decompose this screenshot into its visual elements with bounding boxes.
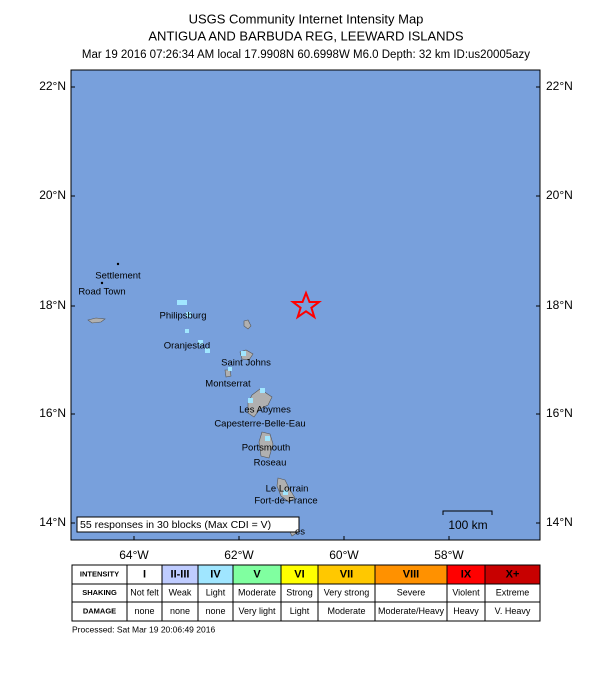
legend-damage: Heavy (453, 606, 479, 616)
scale-bar (442, 510, 493, 515)
legend-row-label: SHAKING (82, 588, 117, 597)
place-label: es (295, 527, 305, 538)
place-label: Oranjestad (164, 341, 210, 352)
lat-label: 22°N (546, 79, 573, 93)
legend-shaking: Extreme (496, 587, 530, 597)
lon-label: 62°W (224, 548, 254, 562)
place-label: Les Abymes (239, 405, 291, 416)
legend-damage: none (170, 606, 190, 616)
legend-damage: none (205, 606, 225, 616)
legend-row-label: DAMAGE (83, 606, 116, 615)
legend-intensity: X+ (506, 568, 520, 580)
legend-intensity: I (143, 568, 146, 580)
map-frame (70, 69, 541, 541)
place-label: Le Lorrain (266, 484, 309, 495)
place-label: Settlement (95, 271, 141, 282)
lat-label: 14°N (546, 515, 573, 529)
place-label: Montserrat (205, 379, 251, 390)
legend-intensity: VIII (403, 568, 420, 580)
legend-intensity: VII (340, 568, 353, 580)
legend-damage: Moderate (327, 606, 365, 616)
lat-label: 18°N (39, 298, 66, 312)
legend-shaking: Weak (169, 587, 192, 597)
place-label: Philipsburg (160, 311, 207, 322)
legend-damage: Very light (238, 606, 276, 616)
legend-shaking: Violent (452, 587, 480, 597)
place-dot (116, 262, 120, 266)
legend-shaking: Strong (286, 587, 313, 597)
title: USGS Community Internet Intensity Map (189, 11, 424, 26)
legend-row-label: INTENSITY (80, 569, 119, 578)
lat-label: 22°N (39, 79, 66, 93)
legend-intensity: VI (294, 568, 304, 580)
legend-damage: Moderate/Heavy (378, 606, 445, 616)
place-label: Roseau (254, 458, 287, 469)
responses-box (76, 516, 300, 533)
legend-shaking: Not felt (130, 587, 159, 597)
lat-label: 20°N (39, 188, 66, 202)
lon-label: 64°W (119, 548, 149, 562)
lon-label: 58°W (434, 548, 464, 562)
lat-label: 14°N (39, 515, 66, 529)
legend-shaking: Moderate (238, 587, 276, 597)
legend-intensity: IV (210, 568, 221, 580)
place-label: Capesterre-Belle-Eau (214, 419, 305, 430)
epicenter (290, 290, 322, 320)
legend-intensity: II-III (171, 568, 190, 580)
legend-damage: Light (290, 606, 310, 616)
responses: 55 responses in 30 blocks (Max CDI = V) (80, 519, 271, 531)
place-label: Portsmouth (242, 443, 291, 454)
legend-cell (484, 601, 541, 622)
legend-shaking: Severe (397, 587, 426, 597)
map-labels: 22°N 22°N 20°N 20°N 18°N 18°N 16°N 16°N 14°N 14°N… (39, 79, 573, 562)
place-label: Road Town (78, 287, 125, 298)
details: Mar 19 2016 07:26:34 AM local 17.9908N 6… (82, 49, 530, 61)
lat-label: 18°N (546, 298, 573, 312)
legend: INTENSITY SHAKING DAMAGE I Not felt none II-II… (71, 564, 541, 622)
legend-damage: none (134, 606, 154, 616)
footer: Processed: Sat Mar 19 20:06:49 2016 (72, 624, 215, 634)
response-blocks (177, 300, 288, 495)
legend-intensity: V (253, 568, 261, 580)
legend-damage: V. Heavy (495, 606, 531, 616)
lon-label: 60°W (329, 548, 359, 562)
place-label: Saint Johns (221, 358, 271, 369)
legend-shaking: Light (206, 587, 226, 597)
lat-label: 16°N (546, 406, 573, 420)
legend-intensity: IX (461, 568, 472, 580)
place-dot (100, 281, 104, 285)
lat-label: 20°N (546, 188, 573, 202)
place-label: Fort-de-France (254, 496, 317, 507)
region: ANTIGUA AND BARBUDA REG, LEEWARD ISLANDS (148, 28, 464, 43)
lat-label: 16°N (39, 406, 66, 420)
legend-shaking: Very strong (324, 587, 370, 597)
scale-label: 100 km (448, 518, 487, 532)
